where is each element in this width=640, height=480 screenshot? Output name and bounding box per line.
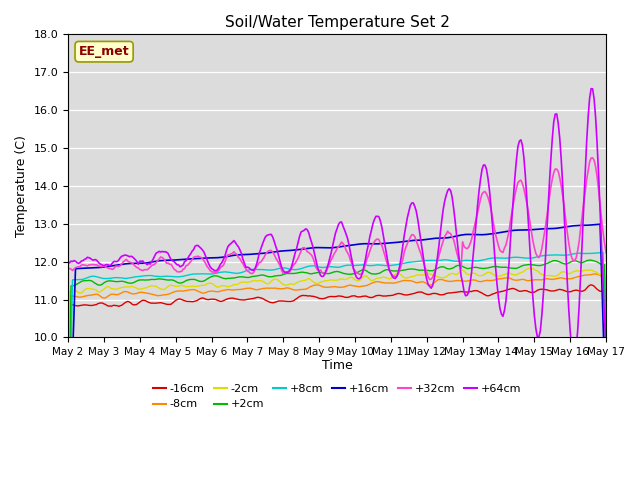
+32cm (371, 239, 378, 245)
+64cm (164, 251, 172, 256)
+16cm (388, 240, 396, 246)
+64cm (536, 328, 544, 334)
+64cm (401, 232, 408, 238)
-16cm (371, 294, 378, 300)
-16cm (79, 302, 87, 308)
-8cm (536, 277, 544, 283)
-16cm (588, 282, 595, 288)
+8cm (388, 263, 396, 268)
Text: EE_met: EE_met (79, 45, 129, 58)
+64cm (79, 258, 87, 264)
+2cm (602, 374, 610, 380)
-8cm (602, 384, 610, 390)
+8cm (79, 276, 87, 282)
+8cm (536, 253, 544, 259)
+8cm (164, 274, 172, 279)
Line: +32cm: +32cm (68, 158, 606, 279)
+16cm (602, 418, 610, 424)
+32cm (79, 262, 87, 267)
+2cm (586, 257, 593, 263)
-8cm (592, 271, 600, 277)
-2cm (602, 419, 610, 425)
Line: +8cm: +8cm (68, 252, 606, 480)
+32cm (602, 250, 610, 256)
Line: +2cm: +2cm (68, 260, 606, 480)
-2cm (538, 272, 546, 277)
+2cm (79, 278, 87, 284)
-16cm (602, 394, 610, 399)
+32cm (538, 246, 546, 252)
+8cm (371, 263, 378, 268)
+32cm (401, 249, 408, 255)
+32cm (426, 276, 433, 282)
-2cm (401, 275, 408, 280)
+2cm (536, 263, 544, 268)
-8cm (401, 277, 408, 283)
Legend: -16cm, -8cm, -2cm, +2cm, +8cm, +16cm, +32cm, +64cm: -16cm, -8cm, -2cm, +2cm, +8cm, +16cm, +3… (148, 379, 525, 414)
+32cm (589, 155, 596, 161)
-2cm (64, 431, 72, 436)
+2cm (388, 268, 396, 274)
-8cm (388, 280, 396, 286)
Line: -16cm: -16cm (68, 285, 606, 480)
+2cm (164, 277, 172, 283)
Line: -8cm: -8cm (68, 274, 606, 480)
+16cm (536, 226, 544, 232)
+8cm (401, 260, 408, 266)
-8cm (164, 291, 172, 297)
-16cm (401, 292, 408, 298)
+64cm (388, 274, 396, 279)
+64cm (371, 216, 378, 222)
+16cm (79, 265, 87, 271)
Title: Soil/Water Temperature Set 2: Soil/Water Temperature Set 2 (225, 15, 449, 30)
+16cm (371, 241, 378, 247)
-8cm (371, 279, 378, 285)
-16cm (388, 292, 396, 298)
Line: +64cm: +64cm (68, 89, 606, 356)
-16cm (536, 287, 544, 292)
+8cm (599, 250, 607, 255)
+8cm (602, 404, 610, 410)
Line: -2cm: -2cm (68, 268, 606, 433)
-2cm (371, 277, 378, 283)
-8cm (79, 294, 87, 300)
+2cm (371, 271, 378, 277)
+16cm (164, 257, 172, 263)
+2cm (401, 267, 408, 273)
+64cm (602, 346, 610, 351)
+64cm (64, 260, 72, 265)
Y-axis label: Temperature (C): Temperature (C) (15, 135, 28, 237)
+32cm (64, 264, 72, 270)
-2cm (526, 265, 534, 271)
+16cm (596, 221, 604, 227)
-2cm (79, 288, 87, 294)
-2cm (388, 275, 396, 280)
+32cm (164, 260, 172, 266)
-16cm (164, 301, 172, 307)
+16cm (401, 239, 408, 244)
-2cm (164, 283, 172, 289)
+64cm (588, 86, 595, 92)
X-axis label: Time: Time (322, 359, 353, 372)
+32cm (388, 272, 396, 278)
+64cm (571, 353, 579, 359)
Line: +16cm: +16cm (68, 224, 606, 480)
